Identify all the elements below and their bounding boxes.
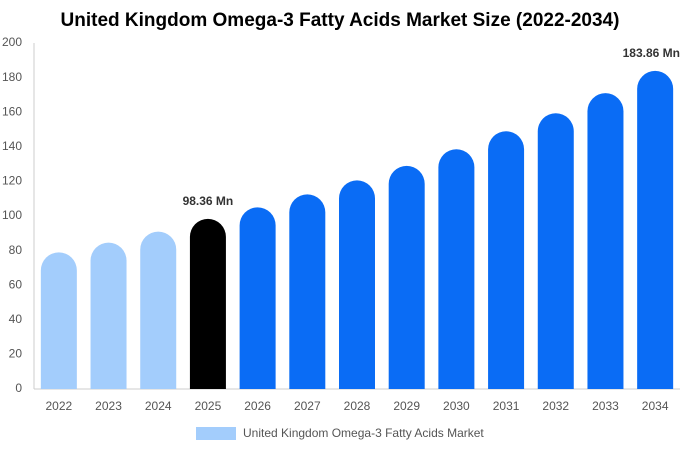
x-tick-label: 2031 — [493, 399, 520, 413]
bar — [388, 165, 425, 389]
y-tick-label: 160 — [2, 104, 22, 118]
x-tick-label: 2026 — [244, 399, 271, 413]
y-tick-label: 100 — [2, 208, 22, 222]
bar — [339, 180, 375, 389]
bar — [40, 252, 77, 389]
value-label: 98.36 Mn — [183, 194, 234, 208]
x-tick-label: 2024 — [145, 399, 172, 413]
y-tick-label: 20 — [9, 347, 23, 361]
bar — [637, 70, 674, 389]
y-tick-label: 140 — [2, 139, 22, 153]
bar — [587, 93, 624, 390]
chart-title: United Kingdom Omega-3 Fatty Acids Marke… — [61, 10, 620, 31]
y-tick-label: 180 — [2, 70, 22, 84]
bar — [438, 149, 475, 389]
x-tick-label: 2033 — [592, 399, 619, 413]
y-tick-label: 0 — [15, 381, 22, 395]
y-tick-label: 60 — [9, 277, 23, 291]
bar — [189, 218, 226, 389]
x-tick-label: 2023 — [95, 399, 122, 413]
y-tick-label: 200 — [2, 35, 22, 49]
value-label: 183.86 Mn — [623, 46, 680, 60]
x-tick-label: 2029 — [393, 399, 420, 413]
legend-label: United Kingdom Omega-3 Fatty Acids Marke… — [243, 426, 484, 440]
bar — [140, 231, 177, 389]
legend-swatch — [196, 427, 236, 440]
bar — [289, 194, 326, 389]
y-tick-label: 120 — [2, 174, 22, 188]
x-tick-label: 2032 — [542, 399, 569, 413]
bar — [90, 242, 127, 389]
bar — [239, 207, 276, 389]
bar — [488, 131, 525, 389]
y-tick-label: 40 — [9, 312, 23, 326]
y-tick-label: 80 — [9, 243, 23, 257]
x-tick-label: 2027 — [294, 399, 321, 413]
x-tick-label: 2034 — [642, 399, 669, 413]
x-tick-label: 2028 — [344, 399, 371, 413]
x-tick-label: 2022 — [45, 399, 72, 413]
bar — [537, 113, 574, 389]
x-tick-label: 2025 — [195, 399, 222, 413]
x-tick-label: 2030 — [443, 399, 470, 413]
